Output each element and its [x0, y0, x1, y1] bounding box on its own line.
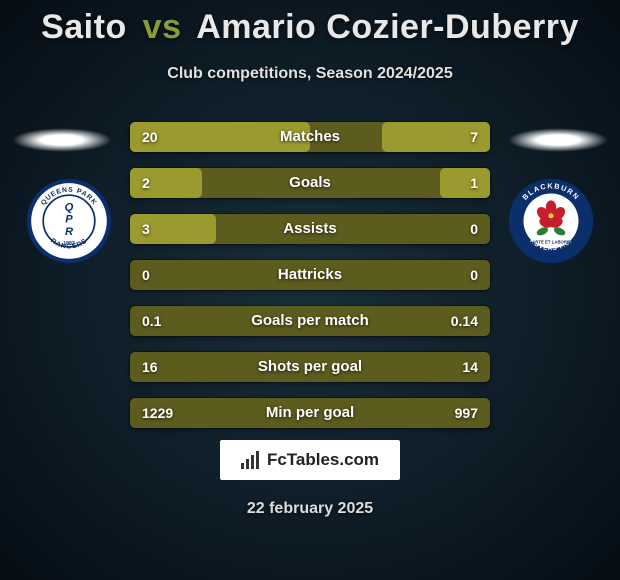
stat-row: 1229997Min per goal [130, 398, 490, 428]
svg-text:ARTE ET LABORE: ARTE ET LABORE [532, 239, 570, 244]
svg-text:R: R [65, 226, 73, 238]
crest-left: QUEENS PARK RANGERS Q P R 1882 [26, 178, 112, 264]
stat-row: 207Matches [130, 122, 490, 152]
player2-name: Amario Cozier-Duberry [196, 8, 579, 46]
fctables-logo: FcTables.com [220, 440, 400, 480]
svg-text:P: P [65, 214, 73, 226]
stat-label: Assists [130, 214, 490, 244]
stat-label: Hattricks [130, 260, 490, 290]
stats-panel: 207Matches 21Goals 30Assists 00Hattricks 0.1… [130, 122, 490, 444]
spotlight-right [508, 128, 608, 152]
page-title: Saito vs Amario Cozier-Duberry [0, 0, 620, 47]
stat-label: Shots per goal [130, 352, 490, 382]
stat-row: 0.10.14Goals per match [130, 306, 490, 336]
spotlight-left [12, 128, 112, 152]
stat-row: 00Hattricks [130, 260, 490, 290]
crest-right: BLACKBURN ROVERS F.C. ARTE ET LABORE [508, 178, 594, 264]
stat-row: 21Goals [130, 168, 490, 198]
bars-icon [241, 451, 261, 469]
stat-label: Matches [130, 122, 490, 152]
stat-row: 30Assists [130, 214, 490, 244]
player1-name: Saito [41, 8, 127, 46]
stat-label: Goals [130, 168, 490, 198]
stat-label: Min per goal [130, 398, 490, 428]
svg-text:Q: Q [65, 202, 74, 214]
blackburn-crest-icon: BLACKBURN ROVERS F.C. ARTE ET LABORE [508, 178, 594, 264]
qpr-crest-icon: QUEENS PARK RANGERS Q P R 1882 [26, 178, 112, 264]
stat-label: Goals per match [130, 306, 490, 336]
vs-label: vs [143, 8, 182, 46]
date-label: 22 february 2025 [0, 500, 620, 518]
stat-row: 1614Shots per goal [130, 352, 490, 382]
subtitle: Club competitions, Season 2024/2025 [0, 65, 620, 83]
logo-text: FcTables.com [267, 450, 379, 470]
svg-text:1882: 1882 [63, 241, 75, 247]
